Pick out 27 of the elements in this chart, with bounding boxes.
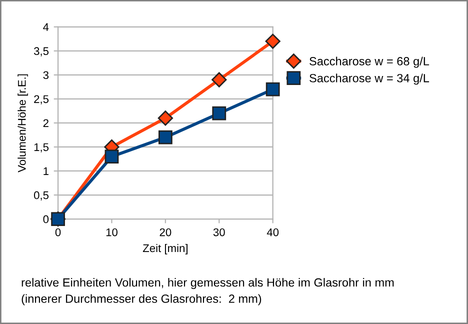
point [212,106,226,120]
text: (innerer Durchmesser des Glasrohres: 2 mm) [22,294,262,306]
point [104,150,119,164]
point [266,82,280,96]
legend-label: Saccharose w = 34 g/L [310,74,430,85]
y-tick-label: 0,5 [34,191,49,200]
x-tick-label: 10 [106,228,118,236]
point [212,72,227,88]
x-tick-label: 40 [266,228,279,236]
x-tick-label: 0 [55,228,61,236]
legend-label: Saccharose w = 68 g/L [310,56,430,68]
point [158,110,174,126]
x-axis-title: Zeit [min] [142,244,188,254]
y-tick-label: 0 [43,215,49,224]
point [158,130,172,144]
y-tick-label: 2 [43,119,48,127]
y-axis-title: Volumen/Höhe [r.E.] [18,74,28,172]
text: relative Einheiten Volumen, hier gemessen als Höhe im Glasrohr in mm [22,278,394,290]
y-tick-label: 1,5 [34,143,49,152]
y-tick-label: 3 [43,71,49,80]
y-tick-label: 2,5 [34,95,49,104]
y-tick-label: 1 [44,167,48,176]
point [265,34,280,49]
x-tick-label: 30 [213,228,225,236]
x-tick-label: 20 [160,228,172,236]
y-tick-label: 3,5 [34,47,49,56]
y-tick-label: 4 [43,23,49,31]
